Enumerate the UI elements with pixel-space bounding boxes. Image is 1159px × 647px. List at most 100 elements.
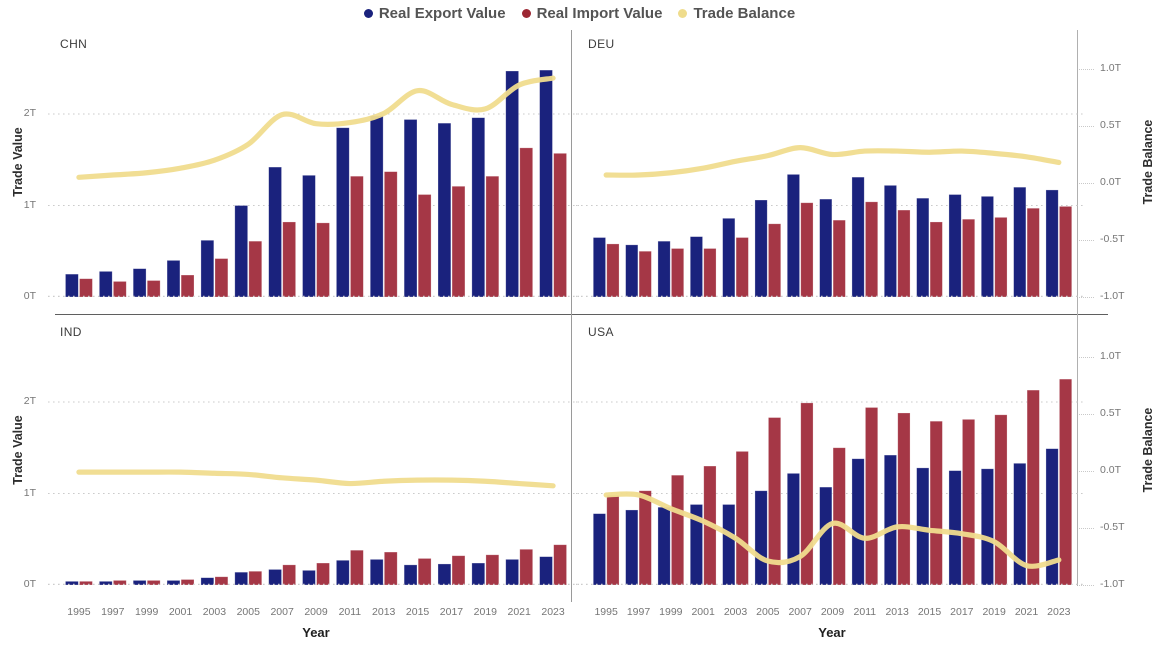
export-bar — [200, 239, 215, 298]
CHN-panel — [48, 69, 579, 298]
import-bar — [897, 209, 911, 298]
export-bar — [851, 458, 865, 586]
right-axis-tick-stub — [1079, 585, 1094, 586]
export-bar — [657, 506, 671, 586]
import-bar — [180, 274, 195, 298]
export-bar — [505, 70, 519, 298]
export-bar — [1013, 186, 1027, 298]
export-series-dot — [363, 9, 373, 18]
right-axis-title-top: Trade Balance — [1141, 119, 1155, 205]
facet-label-CHN: CHN — [60, 37, 88, 51]
x-axis-year-tick: 2023 — [541, 606, 565, 618]
export-bar — [268, 569, 282, 586]
legend-item-label: Trade Balance — [693, 5, 796, 22]
export-bar — [369, 559, 384, 586]
x-axis-year-tick: 2011 — [853, 606, 877, 618]
import-bar — [485, 175, 500, 298]
export-bar — [65, 273, 79, 298]
export-bar — [916, 197, 930, 298]
right-axis-tick: 0.0T — [1100, 176, 1122, 188]
import-bar — [671, 474, 685, 586]
x-axis-year-tick: 2003 — [723, 606, 748, 618]
USA-panel — [576, 378, 1084, 586]
right-axis-tick-stub — [1079, 297, 1094, 298]
x-axis-year-tick: 2015 — [405, 606, 430, 618]
export-bar — [98, 580, 113, 586]
export-bar — [336, 127, 350, 298]
export-bar — [471, 562, 486, 586]
IND-panel — [48, 401, 579, 586]
x-axis-year-tick: 2013 — [372, 606, 396, 618]
x-axis-year-tick: 2005 — [756, 606, 780, 618]
export-bar — [786, 174, 800, 298]
export-bar — [1013, 462, 1027, 586]
import-bar — [519, 147, 534, 298]
import-bar — [832, 447, 846, 586]
x-axis-year-tick: 1997 — [101, 606, 125, 618]
right-axis-tick-stub — [1079, 414, 1094, 415]
x-axis-year-tick: 2009 — [304, 606, 328, 618]
import-bar — [638, 490, 652, 586]
export-bar — [336, 559, 350, 586]
import-bar — [214, 258, 229, 298]
import-bar — [553, 152, 567, 298]
import-bar — [248, 240, 263, 298]
import-bar — [451, 185, 466, 298]
right-axis-tick-stub — [1079, 183, 1094, 184]
export-bar — [539, 69, 553, 298]
import-bar — [79, 278, 93, 298]
right-axis-tick-stub — [1079, 69, 1094, 70]
export-bar — [689, 236, 703, 298]
import-bar — [606, 494, 620, 586]
legend-item-label: Real Export Value — [378, 5, 506, 22]
import-bar — [638, 250, 652, 298]
import-series-dot — [521, 9, 531, 18]
import-bar — [451, 555, 466, 586]
import-bar — [146, 280, 161, 298]
export-bar — [268, 166, 282, 298]
right-axis-title-bottom: Trade Balance — [1141, 407, 1155, 493]
export-bar — [819, 198, 833, 298]
import-bar — [485, 554, 500, 586]
import-bar — [1026, 207, 1040, 298]
import-bar — [1059, 378, 1073, 586]
import-bar — [79, 580, 93, 586]
import-bar — [113, 281, 127, 298]
export-bar — [437, 122, 452, 298]
x-axis-year-tick: 2003 — [202, 606, 227, 618]
x-axis-title-right: Year — [818, 625, 846, 640]
export-bar — [302, 570, 316, 586]
export-bar — [948, 470, 962, 586]
facet-label-IND: IND — [60, 325, 82, 339]
left-axis-tick: 2T — [23, 107, 36, 119]
import-bar — [316, 222, 330, 298]
x-axis-year-tick: 2015 — [917, 606, 942, 618]
import-bar — [929, 420, 943, 586]
left-axis-tick: 1T — [23, 486, 36, 499]
export-bar — [948, 194, 962, 298]
right-axis-tick-stub — [1079, 126, 1094, 127]
export-bar — [403, 564, 418, 586]
import-bar — [383, 551, 398, 586]
export-bar — [754, 199, 768, 298]
right-axis-tick-stub — [1079, 471, 1094, 472]
x-axis-year-tick: 2021 — [507, 606, 531, 618]
export-bar — [592, 237, 606, 298]
export-bar — [505, 559, 519, 586]
import-bar — [832, 219, 846, 298]
export-bar — [625, 244, 639, 298]
right-axis-tick: -1.0T — [1100, 578, 1125, 590]
trade-balance-line — [603, 491, 1062, 569]
import-bar — [180, 579, 195, 586]
import-bar — [519, 548, 534, 586]
export-bar — [132, 268, 147, 298]
export-bar — [980, 468, 994, 586]
x-axis-year-tick: 2001 — [691, 606, 715, 618]
x-axis-year-tick: 1997 — [626, 606, 651, 618]
x-axis-year-tick: 2023 — [1047, 606, 1071, 618]
left-axis-tick: 0T — [23, 290, 36, 302]
import-bar — [282, 564, 296, 586]
facet-label-USA: USA — [588, 325, 614, 339]
export-bar — [471, 117, 486, 298]
